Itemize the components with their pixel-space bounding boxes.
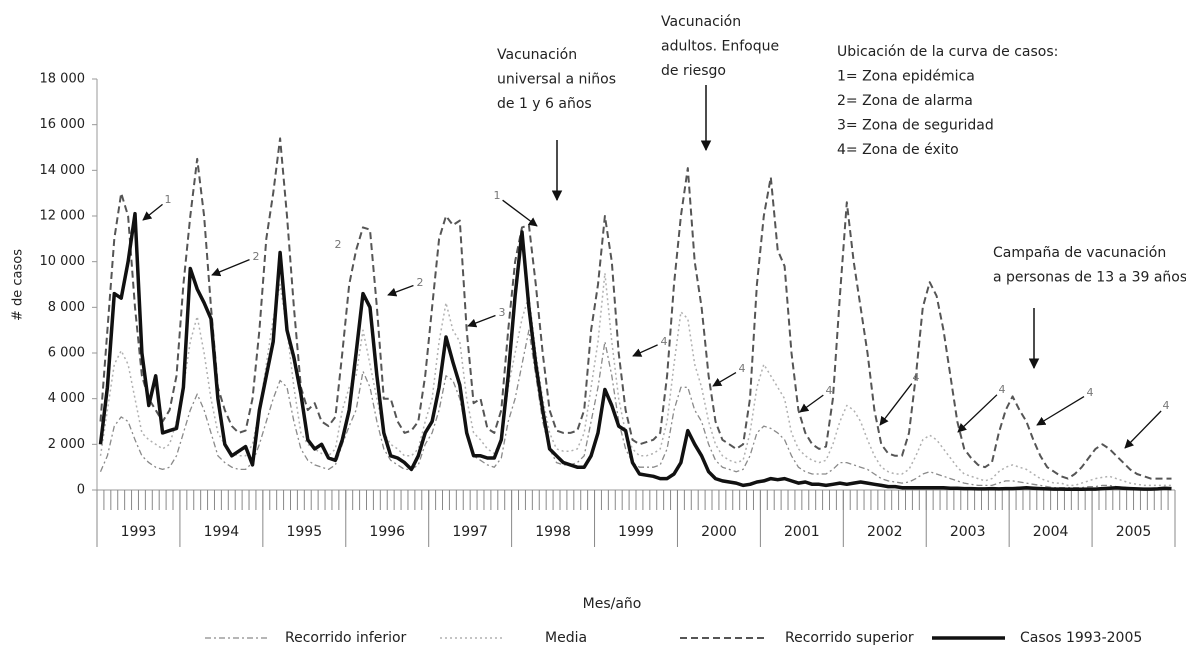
x-tick-label: 1993	[121, 524, 157, 540]
annotation: 4= Zona de éxito	[837, 142, 959, 158]
x-tick-label: 1995	[286, 524, 322, 540]
x-tick-label: 1994	[204, 524, 240, 540]
zone-arrow	[211, 259, 250, 277]
zone-marker: 4	[826, 384, 833, 397]
zone-arrow	[467, 314, 496, 328]
y-tick-label: 18 000	[40, 72, 86, 87]
y-tick-label: 6 000	[48, 346, 85, 361]
annotation: adultos. Enfoque	[661, 39, 779, 55]
x-tick-label: 1996	[369, 524, 405, 540]
y-tick-label: 14 000	[40, 163, 86, 178]
zone-marker: 2	[253, 250, 260, 263]
annotation: 1= Zona epidémica	[837, 69, 975, 85]
y-tick-label: 2 000	[48, 437, 85, 452]
zone-marker: 3	[499, 306, 506, 319]
x-tick-label: 2000	[701, 524, 737, 540]
annotation: a personas de 13 a 39 años	[993, 270, 1186, 286]
zone-arrow	[142, 203, 163, 221]
zone-arrow	[632, 344, 658, 357]
zone-arrow	[387, 284, 414, 297]
zone-marker: 4	[1163, 399, 1170, 412]
annotation: Vacunación	[661, 14, 741, 30]
zone-marker: 4	[739, 362, 746, 375]
zone-arrow	[502, 199, 538, 227]
zone-arrow	[799, 394, 824, 413]
zone-arrow	[879, 383, 913, 426]
y-tick-label: 8 000	[48, 300, 85, 315]
y-tick-label: 16 000	[40, 117, 86, 132]
zone-marker: 4	[661, 335, 668, 348]
x-axis-label: Mes/año	[583, 596, 642, 612]
zone-marker: 4	[913, 371, 920, 384]
x-tick-label: 2001	[784, 524, 820, 540]
legend-label: Casos 1993-2005	[1020, 630, 1142, 646]
legend-label: Recorrido inferior	[285, 630, 407, 646]
series-line	[98, 211, 1172, 492]
annotation: Ubicación de la curva de casos:	[837, 44, 1058, 60]
annotation: de riesgo	[661, 63, 726, 79]
legend-label: Media	[545, 630, 587, 646]
legend-label: Recorrido superior	[785, 630, 914, 646]
zone-marker: 4	[1087, 386, 1094, 399]
series-line	[99, 329, 1172, 490]
x-tick-label: 2005	[1116, 524, 1152, 540]
y-tick-label: 4 000	[48, 391, 85, 406]
annotation: Campaña de vacunación	[993, 245, 1166, 261]
zone-arrow	[712, 371, 737, 387]
zone-marker: 2	[335, 238, 342, 251]
x-tick-label: 2004	[1033, 524, 1069, 540]
annotation: 2= Zona de alarma	[837, 93, 973, 109]
annotation: universal a niños	[497, 72, 616, 88]
y-tick-label: 12 000	[40, 209, 86, 224]
series-line	[99, 272, 1172, 487]
annotation: Vacunación	[497, 47, 577, 63]
series-line	[99, 137, 1172, 480]
zone-marker: 1	[165, 193, 172, 206]
zone-arrow	[1036, 396, 1085, 426]
zone-marker: 1	[494, 189, 501, 202]
zone-arrow	[1124, 410, 1162, 449]
x-tick-label: 1998	[535, 524, 571, 540]
y-axis-label: # de casos	[11, 249, 26, 321]
y-tick-label: 0	[77, 483, 85, 498]
x-tick-label: 1997	[452, 524, 488, 540]
y-tick-label: 10 000	[40, 254, 86, 269]
annotation: 3= Zona de seguridad	[837, 118, 994, 134]
zone-arrow	[957, 394, 998, 433]
zone-marker: 4	[999, 383, 1006, 396]
x-tick-label: 2003	[950, 524, 986, 540]
zone-marker: 2	[417, 276, 424, 289]
x-tick-label: 2002	[867, 524, 903, 540]
annotation: de 1 y 6 años	[497, 96, 592, 112]
x-tick-label: 1999	[618, 524, 654, 540]
